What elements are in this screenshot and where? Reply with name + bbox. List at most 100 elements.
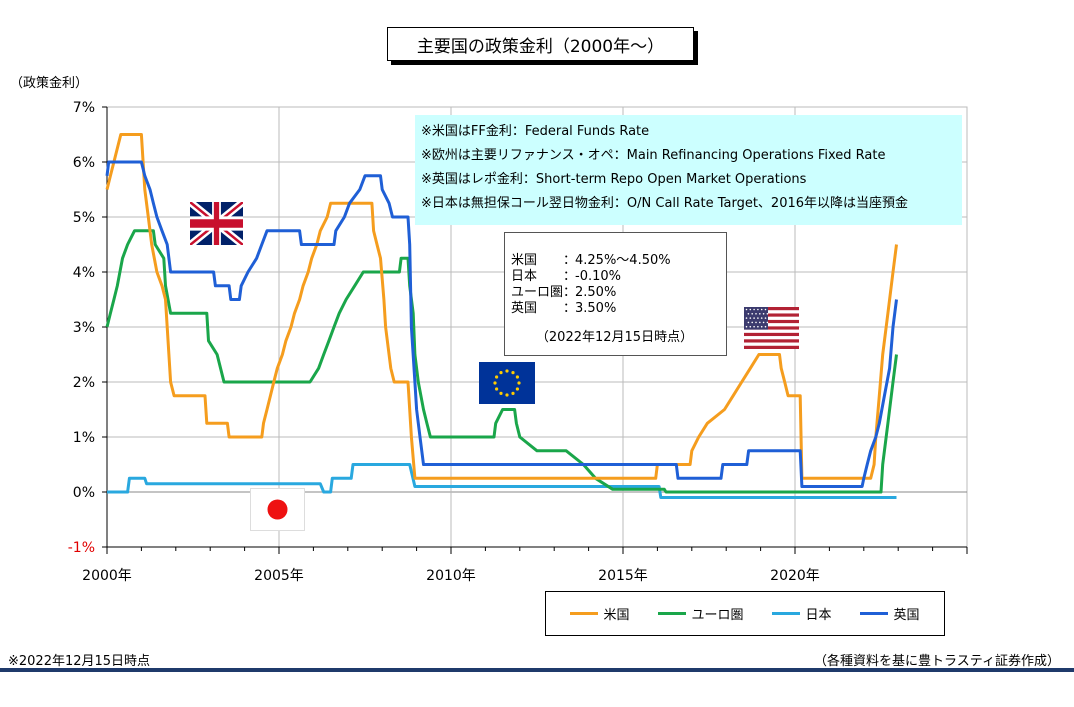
us-star — [764, 325, 767, 328]
us-star — [760, 308, 763, 311]
x-tick-label: 2015年 — [598, 568, 648, 584]
us-star — [753, 317, 755, 319]
legend-label: ユーロ圏 — [691, 608, 744, 623]
us-stripe — [744, 336, 799, 340]
us-star — [766, 321, 769, 324]
series-line-japan — [107, 463, 897, 499]
series-layer — [105, 133, 898, 499]
current-colon: ： — [563, 253, 577, 268]
legend-item-japan: 日本 — [772, 604, 832, 623]
current-country: 英国 — [511, 301, 538, 316]
us-stripe — [744, 326, 799, 330]
us-star — [764, 317, 767, 319]
notes-box: ※米国はFF金利：Federal Funds Rate ※欧州は主要リファナンス… — [415, 115, 962, 225]
eu-star — [511, 371, 515, 375]
current-rates-box: 米国 ： 4.25%～4.50% 日本 ： -0.10% ユーロ圏 ： 2.50… — [504, 232, 727, 356]
eu-star — [493, 381, 497, 385]
footer-asof: ※2022年12月15日時点 — [8, 654, 151, 669]
legend: 米国 ユーロ圏 日本 英国 — [545, 591, 945, 636]
legend-label: 日本 — [805, 608, 832, 623]
us-stripe — [744, 307, 799, 311]
us-star — [745, 317, 748, 319]
y-tick-label: 1% — [73, 430, 95, 446]
uk-flag-icon — [190, 202, 243, 245]
legend-swatch — [570, 612, 599, 615]
legend-label: 英国 — [893, 608, 920, 623]
note-japan: ※日本は無担保コール翌日物金利：O/N Call Rate Target、201… — [421, 196, 909, 211]
series-line-us — [105, 133, 898, 480]
legend-label: 米国 — [603, 608, 630, 623]
current-country: 日本 — [511, 269, 538, 284]
us-stripe — [744, 339, 799, 343]
us-star — [757, 308, 759, 311]
us-star — [745, 308, 748, 311]
legend-item-euro: ユーロ圏 — [658, 604, 744, 623]
us-star — [759, 313, 761, 315]
chart-title: 主要国の政策金利（2000年～） — [387, 27, 694, 61]
y-tick-label: 6% — [73, 155, 95, 171]
us-star — [749, 317, 752, 319]
current-colon: ： — [563, 285, 577, 300]
eu-star — [495, 387, 499, 391]
us-star — [757, 325, 759, 328]
series-line-uk — [105, 160, 898, 488]
us-star — [751, 321, 753, 324]
legend-item-uk: 英国 — [860, 604, 920, 623]
us-star — [760, 317, 763, 319]
current-country: 米国 — [511, 253, 538, 268]
current-country: ユーロ圏 — [511, 285, 564, 300]
x-tick-label: 2000年 — [82, 568, 132, 584]
us-star — [745, 325, 748, 328]
current-colon: ： — [563, 269, 577, 284]
us-star — [766, 313, 769, 315]
us-star — [759, 321, 761, 324]
us-star — [753, 325, 755, 328]
y-tick-label: 3% — [73, 320, 95, 336]
us-star — [760, 325, 763, 328]
axis-layer: -1% 0% 1% 2% 3% 4% 5% 6% 7% 2000年 2005年 2010年 2015年 2… — [68, 100, 968, 584]
y-tick-label: 4% — [73, 265, 95, 281]
y-axis-label: （政策金利） — [10, 76, 89, 91]
note-uk: ※英国はレポ金利：Short-term Repo Open Market Ope… — [421, 172, 807, 187]
y-tick-label: 2% — [73, 375, 95, 391]
x-tick-label: 2020年 — [770, 568, 820, 584]
y-tick-label: -1% — [68, 540, 95, 556]
eu-star — [505, 369, 509, 373]
us-stripe — [744, 342, 799, 346]
us-star — [753, 308, 755, 311]
footer-divider — [0, 668, 1074, 672]
eu-star — [499, 371, 503, 375]
current-value: -0.10% — [575, 269, 621, 284]
us-star — [747, 313, 750, 315]
us-star — [762, 321, 765, 324]
us-stripe — [744, 316, 799, 321]
current-asof: （2022年12月15日時点） — [535, 330, 694, 345]
note-euro: ※欧州は主要リファナンス・オペ：Main Refinancing Operati… — [421, 148, 886, 163]
current-colon: ： — [563, 301, 577, 316]
x-tick-label: 2005年 — [254, 568, 304, 584]
us-star — [762, 313, 765, 315]
us-star — [749, 308, 752, 311]
eu-star — [511, 391, 515, 395]
eu-star — [515, 375, 519, 379]
us-star — [749, 325, 752, 328]
us-stripe — [744, 345, 799, 349]
us-star — [764, 308, 767, 311]
eu-star — [499, 391, 503, 395]
series-line-euro — [105, 229, 898, 494]
current-value: 2.50% — [575, 285, 617, 300]
us-stripe — [744, 329, 799, 334]
current-value: 4.25%～4.50% — [575, 253, 671, 268]
us-star — [755, 321, 757, 324]
us-star — [747, 321, 750, 324]
us-stripe — [744, 310, 799, 314]
eu-star — [515, 387, 519, 391]
eu-star — [495, 375, 499, 379]
eu-star — [505, 393, 509, 397]
us-star — [751, 313, 753, 315]
footer-source: （各種資料を基に豊トラスティ証券作成） — [814, 654, 1060, 669]
legend-swatch — [860, 612, 889, 615]
current-row-euro: ユーロ圏 ： 2.50% — [511, 285, 726, 301]
japan-flag-icon — [250, 488, 305, 531]
eu-flag-icon — [479, 362, 535, 404]
